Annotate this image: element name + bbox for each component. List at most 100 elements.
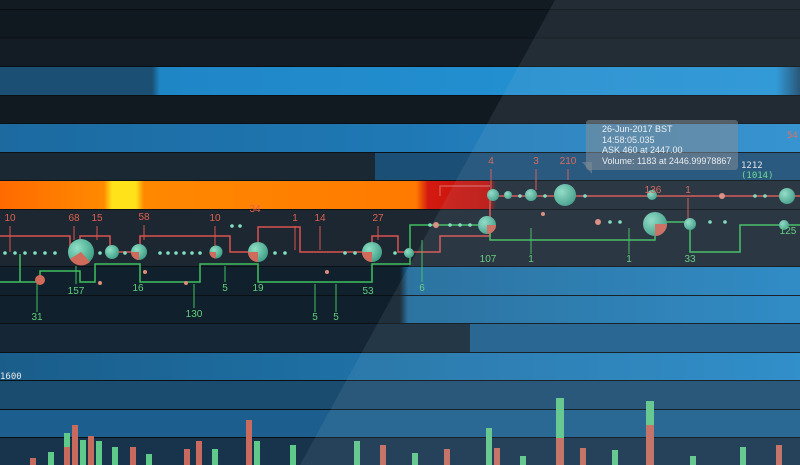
heatmap-row <box>0 153 375 180</box>
volume-bar <box>354 441 360 465</box>
trade-dot <box>325 270 329 274</box>
trade-bubble <box>525 189 537 201</box>
bid-label: 19 <box>252 283 264 294</box>
current-price-label: 1212 (1014) <box>741 161 800 181</box>
trade-bubble <box>478 216 496 234</box>
bid-label: 5 <box>333 312 339 323</box>
trade-dot <box>723 220 727 224</box>
trade-dot <box>273 251 277 255</box>
heatmap-row <box>0 96 800 124</box>
trade-dot <box>184 281 188 285</box>
trade-dot <box>174 251 178 255</box>
volume-bar <box>30 458 36 465</box>
heatmap-row <box>0 38 800 66</box>
order-lines <box>0 185 800 283</box>
trade-dot <box>468 223 472 227</box>
volume-bar <box>72 425 78 465</box>
trade-bubble <box>643 212 667 236</box>
volume-bar <box>740 447 746 465</box>
ask-dots <box>98 193 725 285</box>
trade-bubble <box>131 244 147 260</box>
ask-label: 1 <box>685 185 691 196</box>
trade-dots <box>3 194 767 255</box>
trade-dot <box>608 220 612 224</box>
trade-dot <box>98 251 102 255</box>
bid-labels: 157 16 130 5 19 5 5 53 6 31 107 1 1 33 125 <box>31 226 796 323</box>
trade-dot <box>543 194 547 198</box>
bid-label: 31 <box>31 312 43 323</box>
trade-dot <box>541 212 545 216</box>
ask-line <box>0 195 800 253</box>
ask-label: 10 <box>4 213 16 224</box>
bid-label: 157 <box>68 286 85 297</box>
trade-dot <box>53 251 57 255</box>
tooltip-time: 14:58:05.035 <box>602 134 655 145</box>
ask-label: 136 <box>645 185 662 196</box>
volume-bar <box>646 425 654 465</box>
trade-bubble <box>209 245 223 259</box>
volume-bar <box>246 420 252 465</box>
trade-dot <box>448 223 452 227</box>
trade-dot <box>143 270 147 274</box>
volume-bar <box>412 453 418 465</box>
volume-bar <box>494 448 500 465</box>
bid-label: 1 <box>528 254 534 265</box>
trade-dot <box>23 251 27 255</box>
ask-label: 1 <box>292 213 298 224</box>
trade-dot <box>98 281 102 285</box>
trade-bubbles <box>35 184 795 285</box>
bid-label: 16 <box>132 283 144 294</box>
trade-bubble <box>105 245 119 259</box>
volume-bar <box>112 447 118 465</box>
bid-label: 1 <box>626 254 632 265</box>
trade-dot <box>158 251 162 255</box>
trade-bubble <box>35 275 45 285</box>
trade-dot <box>428 223 432 227</box>
heatmap-row-hot <box>0 181 800 209</box>
trade-dot <box>753 194 757 198</box>
trade-dot <box>393 251 397 255</box>
heatmap-row <box>0 381 800 409</box>
volume-bar <box>80 440 86 465</box>
trade-dot <box>283 251 287 255</box>
bid-label: 6 <box>419 283 425 294</box>
trade-bubble <box>248 242 268 262</box>
trade-tooltip: 26-Jun-2017 BST 14:58:05.035 ASK 460 at … <box>586 120 738 170</box>
bid-label: 53 <box>362 286 374 297</box>
trade-dot <box>433 222 439 228</box>
ask-label: 15 <box>91 213 103 224</box>
trade-dot <box>719 193 725 199</box>
heatmap-row <box>0 10 800 38</box>
trade-dot <box>763 194 767 198</box>
label-leaders <box>9 169 689 312</box>
volume-bar <box>48 452 54 465</box>
volume-bar <box>88 436 94 465</box>
trade-dot <box>343 251 347 255</box>
trade-dot <box>182 251 186 255</box>
volume-bar <box>444 449 450 465</box>
crosshair-highlight <box>300 0 800 465</box>
ask-label: 4 <box>488 156 494 167</box>
trade-dot <box>123 251 127 255</box>
heatmap-row <box>0 67 800 95</box>
tooltip-volume: Volume: 1183 at 2446.99978867 <box>602 155 732 166</box>
trade-bubble <box>779 188 795 204</box>
volume-bar <box>580 448 586 465</box>
trade-dot <box>353 251 357 255</box>
trade-bubble <box>68 239 94 266</box>
trade-dot <box>238 224 242 228</box>
heatmap-row <box>0 353 800 381</box>
ask-label: 34 <box>249 204 261 215</box>
volume-bars <box>30 398 782 465</box>
volume-bar <box>556 398 564 465</box>
current-price-volume: (1014) <box>741 171 774 181</box>
trade-bubble <box>554 184 576 206</box>
heatmap-row <box>0 296 800 324</box>
bid-label: 5 <box>312 312 318 323</box>
bid-label: 107 <box>480 254 497 265</box>
volume-bar <box>612 450 618 465</box>
tooltip-order: ASK 460 at 2447.00 <box>602 145 683 155</box>
volume-bar <box>520 456 526 465</box>
